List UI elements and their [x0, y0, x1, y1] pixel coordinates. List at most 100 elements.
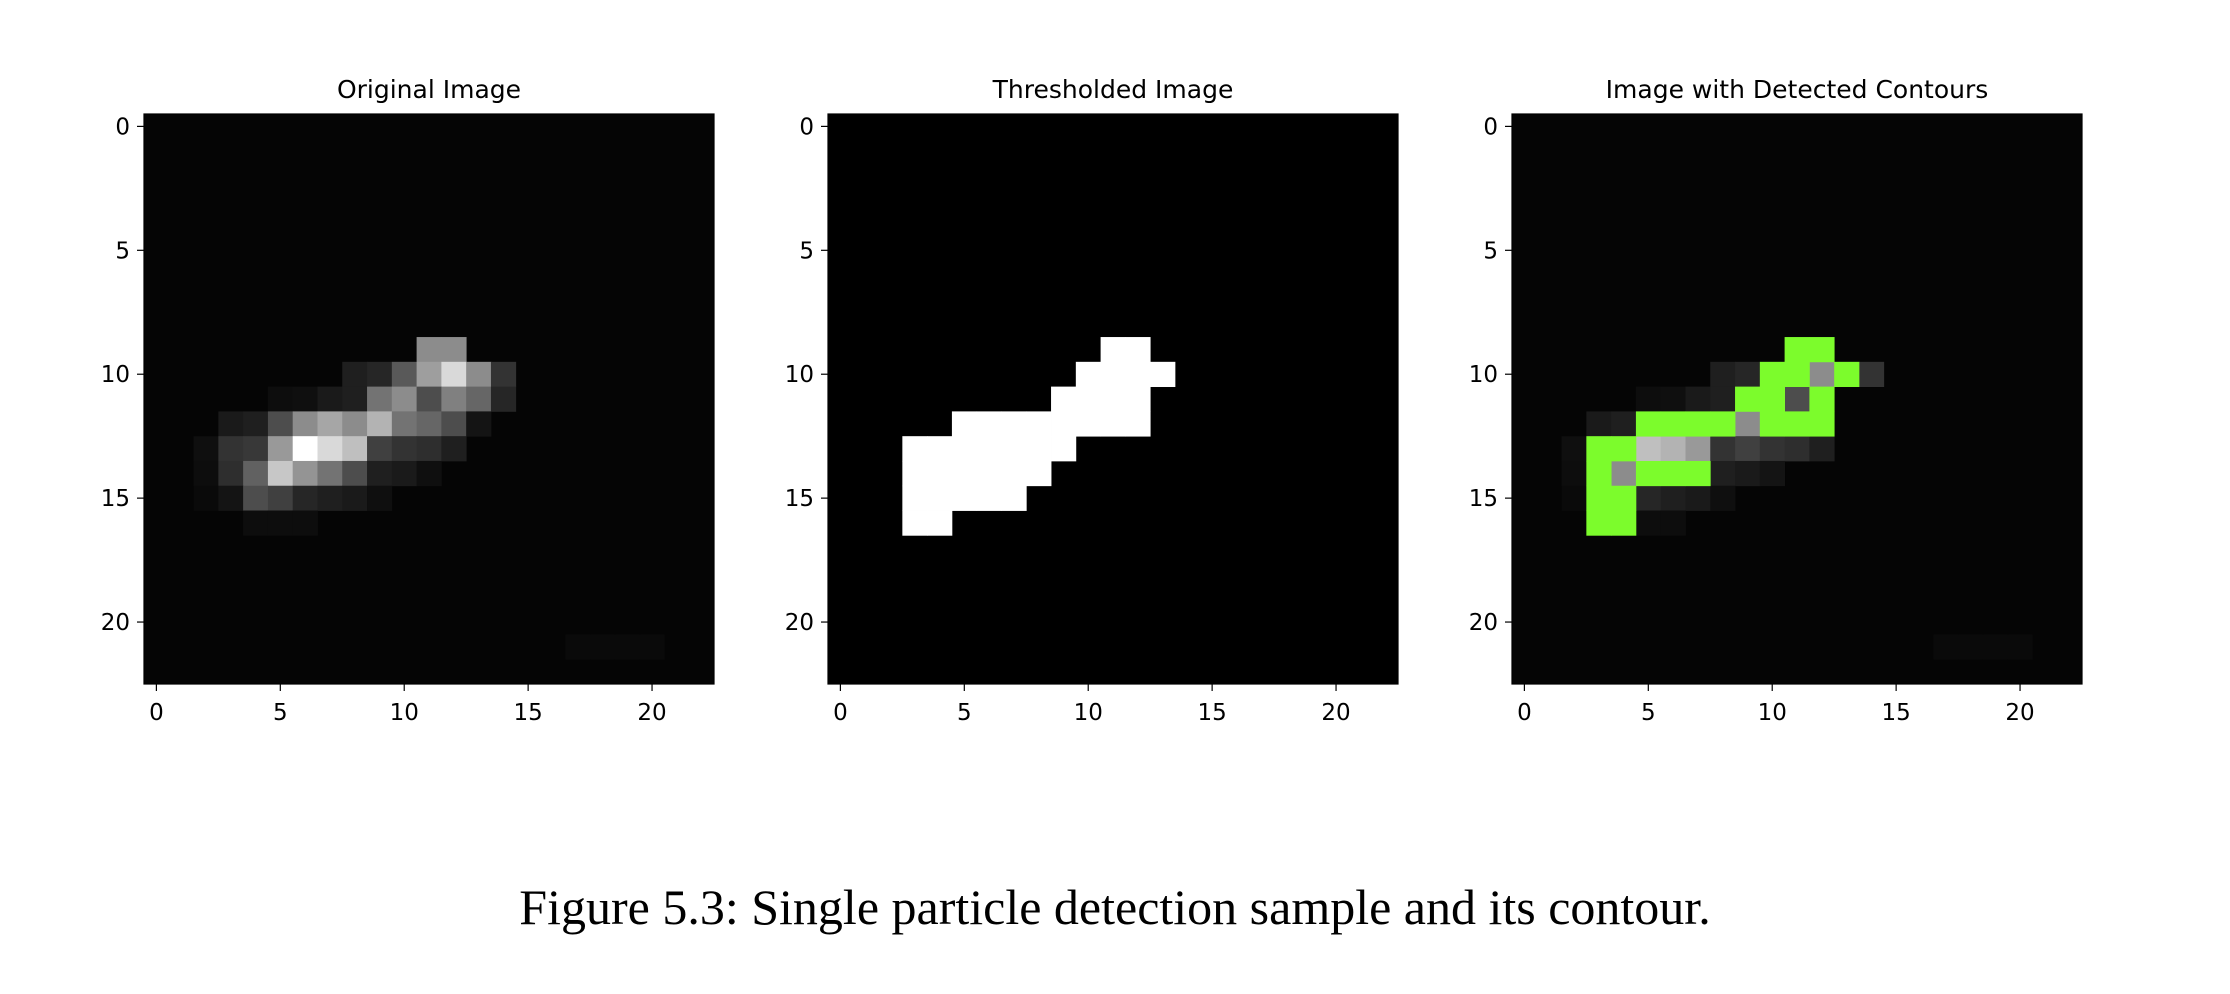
- image-pixel: [367, 361, 393, 388]
- image-pixel: [267, 510, 294, 536]
- image-pixel: [416, 386, 442, 412]
- image-pixel: [927, 510, 953, 536]
- image-pixel: [466, 411, 492, 437]
- image-pixel: [1001, 460, 1027, 487]
- image-pixel: [193, 460, 219, 487]
- x-tick-label: 15: [1197, 700, 1226, 726]
- image-pixel: [951, 436, 978, 462]
- image-pixel: [1075, 361, 1102, 388]
- contour-pixel: [1685, 411, 1711, 437]
- image-pixel: [590, 634, 616, 660]
- y-tick-label: 20: [785, 610, 814, 636]
- contour-pixel: [1809, 337, 1835, 363]
- image-pixel: [391, 460, 418, 487]
- image-pixel: [1660, 510, 1686, 536]
- image-pixel: [1982, 634, 2009, 660]
- image-pixel: [267, 460, 294, 487]
- image-pixel: [1611, 460, 1637, 487]
- contour-pixel: [1586, 436, 1612, 462]
- image-pixel: [243, 436, 269, 462]
- image-pixel: [317, 386, 343, 412]
- image-pixel: [1051, 411, 1077, 437]
- x-tick-label: 20: [637, 700, 666, 726]
- contour-pixel: [1759, 361, 1786, 388]
- image-pixel: [1075, 411, 1102, 437]
- y-tick-label: 10: [1469, 362, 1498, 388]
- image-pixel: [391, 361, 418, 388]
- y-tick-label: 20: [1469, 610, 1498, 636]
- contour-pixel: [1735, 386, 1761, 412]
- image-pixel: [1710, 485, 1736, 511]
- image-pixel: [1100, 337, 1126, 363]
- image-pixel: [1001, 436, 1027, 462]
- image-pixel: [416, 460, 442, 487]
- image-pixel: [976, 411, 1002, 437]
- image-pixel: [1150, 361, 1176, 388]
- image-pixel: [1710, 436, 1736, 462]
- image-pixel: [490, 386, 517, 412]
- x-tick-label: 15: [513, 700, 542, 726]
- image-pixel: [416, 361, 442, 388]
- image-pixel: [976, 460, 1002, 487]
- panel-2: Thresholded Image 0 5 10 15 20 0 5 10 15 20: [785, 75, 1399, 726]
- contour-pixel: [1809, 411, 1835, 437]
- image-pixel: [391, 386, 418, 412]
- image-pixel: [441, 411, 467, 437]
- image-pixel: [1125, 386, 1151, 412]
- image-pixel: [927, 436, 953, 462]
- image-pixel: [416, 411, 442, 437]
- x-tick-label: 0: [149, 700, 164, 726]
- image-pixel: [1933, 634, 1959, 660]
- x-tick-label: 10: [1758, 700, 1787, 726]
- y-tick-label: 15: [1469, 486, 1498, 512]
- image-pixel: [367, 485, 393, 511]
- contour-pixel: [1660, 411, 1686, 437]
- image-pixel: [902, 510, 928, 536]
- x-tick-label: 5: [957, 700, 972, 726]
- image-pixel: [1001, 485, 1027, 511]
- image-pixel: [391, 411, 418, 437]
- axes-frame: [1511, 113, 2083, 685]
- image-pixel: [243, 411, 269, 437]
- x-tick-label: 0: [1517, 700, 1532, 726]
- x-tick-label: 20: [1321, 700, 1350, 726]
- image-pixel: [1784, 436, 1810, 462]
- image-pixel: [927, 485, 953, 511]
- image-pixel: [441, 436, 467, 462]
- y-tick-label: 5: [1483, 238, 1498, 264]
- y-tick-label: 10: [101, 362, 130, 388]
- image-pixel: [1561, 436, 1587, 462]
- image-pixel: [416, 337, 442, 363]
- image-pixel: [1710, 460, 1736, 487]
- image-pixel: [441, 361, 467, 388]
- image-pixel: [441, 337, 467, 363]
- y-tick-label: 5: [799, 238, 814, 264]
- image-pixel: [267, 436, 294, 462]
- y-tick-label: 0: [799, 114, 814, 140]
- figure-caption: Figure 5.3: Single particle detection sa…: [519, 879, 1711, 935]
- image-pixel: [1100, 386, 1126, 412]
- image-pixel: [267, 386, 294, 412]
- image-pixel: [639, 634, 665, 660]
- image-pixel: [2007, 634, 2033, 660]
- contour-pixel: [1586, 460, 1612, 487]
- axes-frame: [143, 113, 715, 685]
- image-pixel: [292, 510, 318, 536]
- panel-title: Original Image: [337, 75, 521, 104]
- y-tick-label: 20: [101, 610, 130, 636]
- image-pixel: [1660, 436, 1686, 462]
- image-pixel: [367, 386, 393, 412]
- contour-pixel: [1586, 485, 1612, 511]
- image-pixel: [902, 485, 928, 511]
- image-pixel: [1858, 361, 1885, 388]
- x-tick-label: 10: [1074, 700, 1103, 726]
- image-pixel: [317, 411, 343, 437]
- panel-title: Image with Detected Contours: [1606, 75, 1989, 104]
- image-pixel: [1685, 436, 1711, 462]
- image-pixel: [292, 460, 318, 487]
- contour-pixel: [1611, 485, 1637, 511]
- image-pixel: [218, 460, 244, 487]
- image-pixel: [292, 386, 318, 412]
- image-pixel: [1026, 411, 1052, 437]
